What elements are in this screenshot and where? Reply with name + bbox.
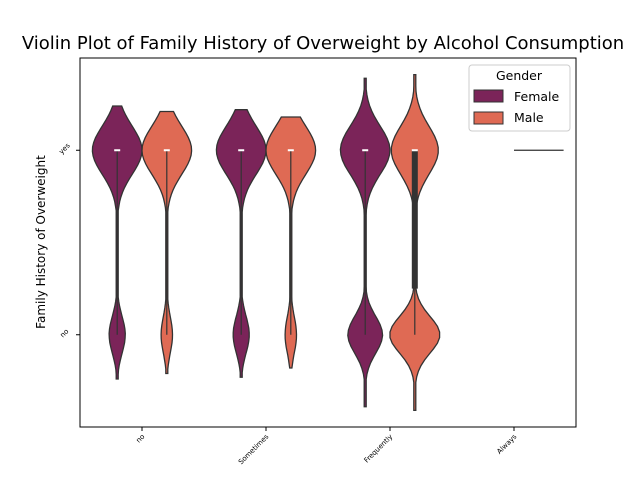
y-tick-label: yes	[57, 141, 71, 155]
y-axis-label: Family History of Overweight	[34, 155, 48, 329]
legend-swatch-male	[473, 111, 504, 125]
x-tick-label: Sometimes	[237, 433, 271, 467]
legend-label-female: Female	[514, 89, 560, 104]
legend: Gender Female Male	[468, 64, 571, 132]
x-tick-label: Frequently	[363, 433, 395, 465]
legend-swatch-female	[473, 89, 504, 103]
x-tick-label: no	[135, 433, 147, 445]
x-tick-label: Always	[495, 433, 518, 456]
y-tick-label: no	[59, 327, 71, 339]
chart-title: Violin Plot of Family History of Overwei…	[22, 33, 624, 54]
x-axis-ticks: no Sometimes Frequently Always	[135, 427, 519, 466]
plot-area-frame	[79, 57, 577, 428]
legend-label-male: Male	[514, 110, 544, 125]
violin-layer	[91, 73, 564, 412]
y-axis-ticks: yes no	[57, 141, 80, 339]
legend-title: Gender	[496, 68, 543, 83]
iqr-box-male-frequently	[411, 150, 418, 289]
